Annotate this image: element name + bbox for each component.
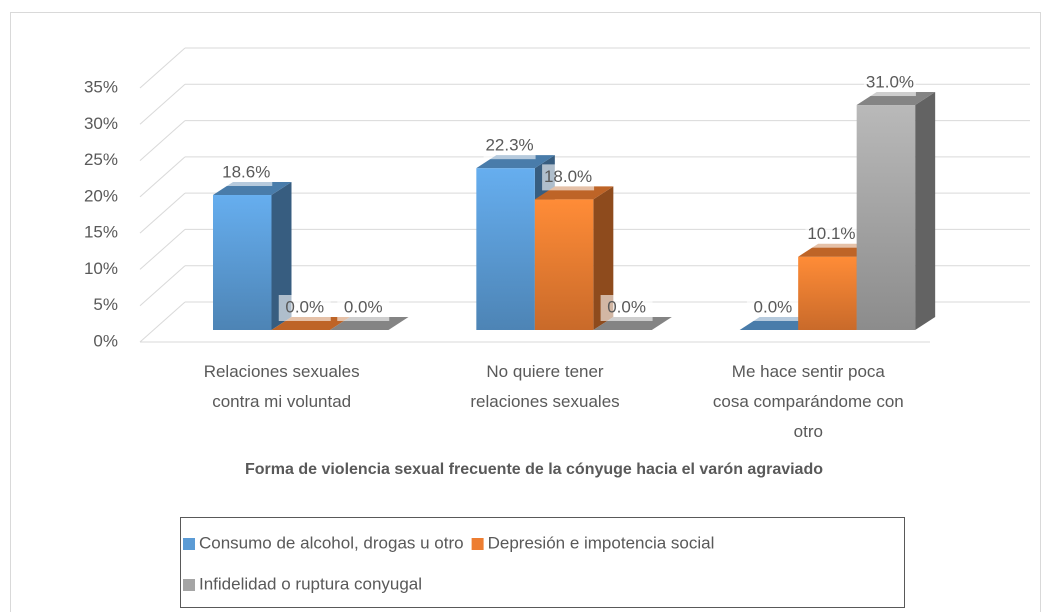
grid-line-side [139,156,186,198]
bar [856,105,916,331]
label-bg [863,70,916,97]
legend-label: Consumo de alcohol, drogas u otro [199,533,464,552]
data-label: 0.0% [754,297,793,316]
data-label: 0.0% [607,297,646,316]
label-bg [805,221,858,248]
label-line: otro [794,422,823,441]
y-tick-label: 15% [84,223,118,242]
data-label: 10.1% [807,224,855,243]
y-tick-label: 0% [93,331,118,350]
bar [476,168,535,330]
y-tick-label: 5% [93,295,118,314]
label-bg [278,295,331,321]
grid-line-side [139,192,186,234]
data-label: 0.0% [344,297,383,316]
data-label: 31.0% [866,73,914,92]
label-bg [600,295,653,321]
label-line: No quiere tener [486,362,604,381]
y-tick-label: 30% [84,114,118,133]
x-tick-label: No quiere tener relaciones sexuales [470,362,619,411]
bar-side [593,186,614,330]
legend-swatch [183,579,195,591]
label-line: contra mi voluntad [212,392,351,411]
legend-label: Depresión e impotencia social [488,533,715,552]
bar [213,195,272,330]
grid-line-side [139,83,186,125]
legend-swatch [183,538,195,550]
y-tick-label: 25% [84,150,118,169]
bar [534,199,594,330]
y-tick-label: 35% [84,77,118,96]
label-bg [220,160,273,187]
x-tick-label: Relaciones sexuales contra mi voluntad [204,362,360,411]
grid-line-side [139,229,186,270]
label-line: relaciones sexuales [470,392,619,411]
label-line: Relaciones sexuales [204,362,360,381]
data-label: 22.3% [485,136,533,155]
bar-side [915,92,936,331]
data-label: 0.0% [285,297,324,316]
x-tick-label: Me hace sentir poca cosa comparándome con… [713,362,904,441]
legend-box [180,517,905,608]
legend-swatch [471,538,484,550]
label-line: cosa comparándome con [713,392,904,411]
label-bg [542,164,595,191]
label-line: Me hace sentir poca [732,362,886,381]
data-label: 18.0% [544,167,592,186]
y-tick-label: 10% [84,259,118,278]
bar-side [271,182,292,330]
y-tick-label: 20% [84,186,118,205]
data-label: 18.6% [222,163,270,182]
grid-line-side [139,265,186,307]
label-bg [746,295,799,321]
bar [798,256,857,330]
label-bg [337,295,390,321]
legend-label: Infidelidad o ruptura conyugal [199,574,422,593]
grid-line-side [139,120,186,161]
grid-line-side [139,301,186,343]
label-bg [483,133,536,160]
x-axis-title: Forma de violencia sexual frecuente de l… [245,461,823,478]
grid-line-side [139,47,186,89]
